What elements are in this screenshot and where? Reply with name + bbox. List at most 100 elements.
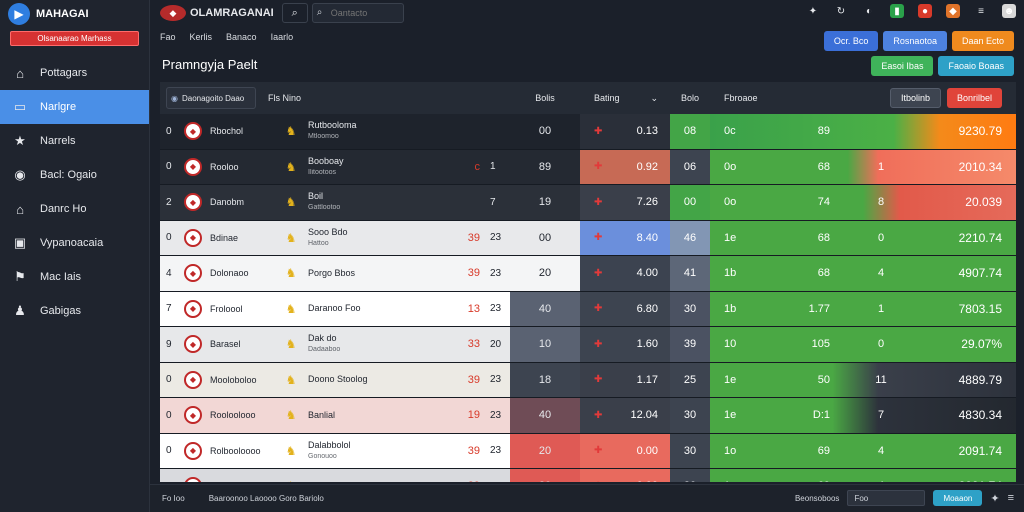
value-c: 06 xyxy=(683,160,697,173)
value-d-main: 68 xyxy=(817,267,830,280)
team-name[interactable]: Rooloo xyxy=(210,161,239,172)
header-name-label[interactable]: Fls Nino xyxy=(268,93,302,103)
actions_row2-button-1[interactable]: Faoaio Boaas xyxy=(938,56,1014,76)
sidebar-item-6[interactable]: ⚑ Mac Iais xyxy=(0,260,149,294)
value-d-cell: 0o 68 1 2010.34 xyxy=(710,149,1016,184)
share-icon[interactable]: ✦ xyxy=(808,5,818,17)
alert-icon[interactable]: ● xyxy=(918,4,932,18)
subnav-item-0[interactable]: Fao xyxy=(160,32,176,42)
sidebar-item-label: Vypanoacaia xyxy=(40,237,104,249)
header-button-2[interactable]: Bonrilbel xyxy=(946,88,1002,108)
subnav-item-1[interactable]: Kerlis xyxy=(189,32,213,42)
team-name[interactable]: Danobm xyxy=(210,197,245,208)
header-col-d-label[interactable]: Fbroaoe xyxy=(724,93,758,103)
value-d-label: 1e xyxy=(724,231,737,244)
table-row[interactable]: 9 ◆ Barasel ♞ Dak do Dadaaboo 33 20 10 ✚ 1.60 39 10 1… xyxy=(160,327,1016,363)
sub-navigation: Fao Kerlis Banaco Iaarlo xyxy=(160,32,293,42)
team-crest-icon: ◆ xyxy=(184,335,202,354)
phone-icon[interactable]: ▮ xyxy=(890,4,904,18)
search-button[interactable]: ⌕ xyxy=(281,3,308,23)
app-title: OLAMRAGANAI xyxy=(190,7,274,19)
footer-right-label: Beonsoboos xyxy=(794,493,840,503)
actions_row1-button-1[interactable]: Rosnaotoa xyxy=(883,31,947,51)
refresh-icon[interactable]: ↻ xyxy=(836,5,846,17)
settings-icon[interactable]: ≡ xyxy=(978,5,984,17)
value-d-total: 2210.74 xyxy=(958,230,1002,245)
share-icon[interactable]: ✦ xyxy=(990,492,1000,505)
sidebar-item-label: Danrc Ho xyxy=(40,203,87,215)
team-name[interactable]: Bdinae xyxy=(210,232,239,243)
sidebar-item-4[interactable]: ⌂ Danrc Ho xyxy=(0,192,149,226)
mid-count: 23 xyxy=(490,445,502,457)
table-row[interactable]: 2 ◆ Danobm ♞ Boil Gattlootoo 7 19 ✚ 7.26 00 0o 74 8 20… xyxy=(160,185,1016,221)
player-sub: Gonouoo xyxy=(308,452,337,460)
value-b: 12.04 xyxy=(630,409,658,422)
trend-icon: ✚ xyxy=(594,303,603,315)
footer-left[interactable]: Fo Ioo xyxy=(162,494,185,503)
settings-icon[interactable]: ≡ xyxy=(1007,492,1014,504)
mid-count: 23 xyxy=(490,481,510,482)
value-c-cell: 00 xyxy=(670,185,710,220)
value-d-main: 68 xyxy=(817,160,830,173)
actions_row1-button-0[interactable]: Ocr. Bco xyxy=(823,31,879,51)
footer-input[interactable]: Foo xyxy=(847,490,926,506)
subnav-item-2[interactable]: Banaco xyxy=(226,32,257,42)
team-name[interactable]: Barasel xyxy=(210,339,241,350)
sidebar-item-3[interactable]: ◉ Bacl: Ogaio xyxy=(0,158,149,192)
footer-status: Baaroonoo Laoooo Goro Bariolo xyxy=(208,494,324,503)
table-row[interactable]: 0 ◆ Rbochol ♞ Rutbooloma Mtloomoo 00 ✚ 0.13 08 0c 8… xyxy=(160,114,1016,150)
trend-icon: ✚ xyxy=(594,445,603,457)
player-name: Daranoo Foo xyxy=(308,303,361,314)
table-row[interactable]: 0◆ Ponoodoo♞ Bonnok Baro 39 23 20 ✚ 0.00 30 1o 69 4… xyxy=(160,469,1016,482)
footer-button[interactable]: Moaaon xyxy=(933,490,983,506)
header-button-1[interactable]: Itbolinb xyxy=(889,88,941,108)
table-row[interactable]: 0 ◆ Rolbooloooo ♞ Dalabbolol Gonouoo 39 23 20 ✚ 0.… xyxy=(160,433,1016,469)
player-badge-icon: ♞ xyxy=(285,124,297,139)
sidebar-item-label: Bacl: Ogaio xyxy=(40,169,97,181)
header-col-b-label: Bating xyxy=(594,93,620,103)
mid-count: 23 xyxy=(490,303,502,315)
header-col-a[interactable]: Bolis xyxy=(535,93,555,103)
user-icon: ♟ xyxy=(14,303,26,318)
value-b: 7.26 xyxy=(636,196,658,209)
table-row[interactable]: 0 ◆ Rooloolooo ♞ Banlial 19 23 40 ✚ 12.04 30 1e D:1 7… xyxy=(160,398,1016,434)
status-badge[interactable]: Olsanaarao Marhass xyxy=(10,31,139,46)
player-info: Bonnok Baro xyxy=(308,481,360,482)
search-input[interactable] xyxy=(311,3,404,23)
sidebar-item-1[interactable]: ▭ Narlgre xyxy=(0,90,149,124)
value-d-cell: 1e 68 0 2210.74 xyxy=(710,220,1016,255)
team-name[interactable]: Rolbooloooo xyxy=(210,445,261,456)
filter-dropdown-label: Daonagoito Daao xyxy=(181,93,245,103)
filter-dropdown[interactable]: ◉ Daonagoito Daao xyxy=(166,87,256,109)
rank: 9 xyxy=(166,338,172,350)
sidebar-item-7[interactable]: ♟ Gabigas xyxy=(0,294,149,328)
brand[interactable]: ▶ MAHAGAI xyxy=(0,0,149,28)
team-name[interactable]: Dolonaoo xyxy=(210,268,249,279)
avatar-icon[interactable]: ☻ xyxy=(1002,4,1016,18)
team-name[interactable]: Rbochol xyxy=(210,126,244,137)
team-name[interactable]: Mooloboloo xyxy=(210,374,257,385)
sidebar-item-2[interactable]: ★ Narrels xyxy=(0,124,149,158)
table-row[interactable]: 0 ◆ Bdinae ♞ Sooo Bdo Hattoo 39 23 00 ✚ 8.40 46 1e 68… xyxy=(160,220,1016,256)
header-col-b[interactable]: Bating ⌄ xyxy=(580,93,670,104)
team-name[interactable]: Ponoodoo xyxy=(210,481,284,482)
value-a-cell: 10 xyxy=(510,327,580,362)
globe-icon[interactable]: ◐ xyxy=(865,5,873,17)
actions_row2-button-0[interactable]: Easoi Ibas xyxy=(871,56,934,76)
badge-icon[interactable]: ◆ xyxy=(946,4,960,18)
table-row[interactable]: 0 ◆ Mooloboloo ♞ Doono Stoolog 39 23 18 ✚ 1.17 25 1… xyxy=(160,362,1016,398)
table-row[interactable]: 7 ◆ Froloool ♞ Daranoo Foo 13 23 40 ✚ 6.80 30 1b 1.7… xyxy=(160,291,1016,327)
actions_row1-button-2[interactable]: Daan Ecto xyxy=(951,31,1014,51)
sidebar-item-0[interactable]: ⌂ Pottagars xyxy=(0,56,149,90)
player-badge-icon: ♞ xyxy=(285,230,297,245)
header-col-c[interactable]: Bolo xyxy=(680,93,699,103)
sidebar-item-5[interactable]: ▣ Vypanoacaia xyxy=(0,226,149,260)
team-name[interactable]: Rooloolooo xyxy=(210,410,256,421)
subnav-item-3[interactable]: Iaarlo xyxy=(270,32,294,42)
table-row[interactable]: 4 ◆ Dolonaoo ♞ Porgo Bbos 39 23 20 ✚ 4.00 41 1b 68 4 4… xyxy=(160,256,1016,292)
team-name[interactable]: Froloool xyxy=(210,303,243,314)
value-b-cell: ✚ 8.40 xyxy=(580,220,670,255)
table-row[interactable]: 0 ◆ Rooloo ♞ Booboay Ilitootoos c 1 89 ✚ 0.92 06 0o 6… xyxy=(160,149,1016,185)
rank: 4 xyxy=(166,267,172,279)
mid-value: 39 xyxy=(467,444,480,457)
